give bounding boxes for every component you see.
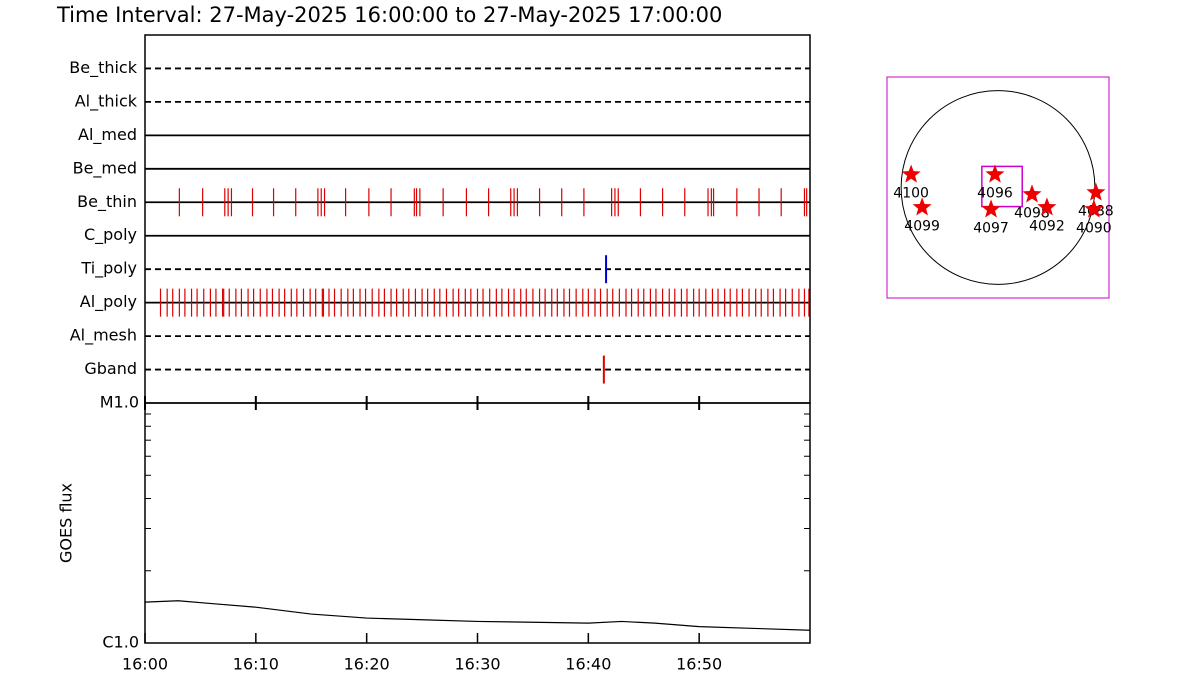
y-tick-label: M1.0 <box>100 393 139 412</box>
goes-frame <box>144 402 811 644</box>
y-axis-label: GOES flux <box>57 483 76 563</box>
row-label: Be_med <box>73 158 137 178</box>
region-label: 4099 <box>904 218 940 234</box>
row-label: Al_med <box>78 125 137 145</box>
region-marker <box>1086 182 1106 201</box>
region-label: 4096 <box>977 186 1013 202</box>
map-frame <box>886 76 1110 299</box>
field-of-view <box>981 165 1023 208</box>
row-label: Ti_poly <box>80 259 137 279</box>
row-label: Al_poly <box>80 292 137 312</box>
x-tick-label: 16:40 <box>565 655 611 674</box>
goes-curve <box>144 600 811 631</box>
row-label: Gband <box>84 359 137 378</box>
region-marker <box>1037 197 1057 216</box>
region-marker <box>981 199 1001 218</box>
row-label: C_poly <box>84 225 137 245</box>
region-marker <box>1022 184 1042 203</box>
region-marker <box>1084 199 1104 218</box>
region-label: 4090 <box>1076 220 1112 236</box>
timeline-frame <box>144 34 811 404</box>
x-tick-label: 16:20 <box>344 655 390 674</box>
region-label: 4098 <box>1014 205 1050 221</box>
region-label: 4092 <box>1029 218 1065 234</box>
region-marker <box>912 197 932 216</box>
row-label: Al_thick <box>75 91 138 111</box>
x-tick-label: 16:50 <box>676 655 722 674</box>
row-label: Be_thick <box>69 58 137 78</box>
row-label: Al_mesh <box>70 326 137 346</box>
region-marker <box>985 164 1005 183</box>
y-tick-label: C1.0 <box>102 633 139 652</box>
row-label: Be_thin <box>77 192 137 212</box>
region-label: 4100 <box>893 186 929 202</box>
x-tick-label: 16:10 <box>233 655 279 674</box>
region-marker <box>901 164 921 183</box>
chart-title: Time Interval: 27-May-2025 16:00:00 to 2… <box>56 3 722 27</box>
x-tick-label: 16:30 <box>454 655 500 674</box>
region-label: 4097 <box>973 220 1009 236</box>
x-tick-label: 16:00 <box>122 655 168 674</box>
